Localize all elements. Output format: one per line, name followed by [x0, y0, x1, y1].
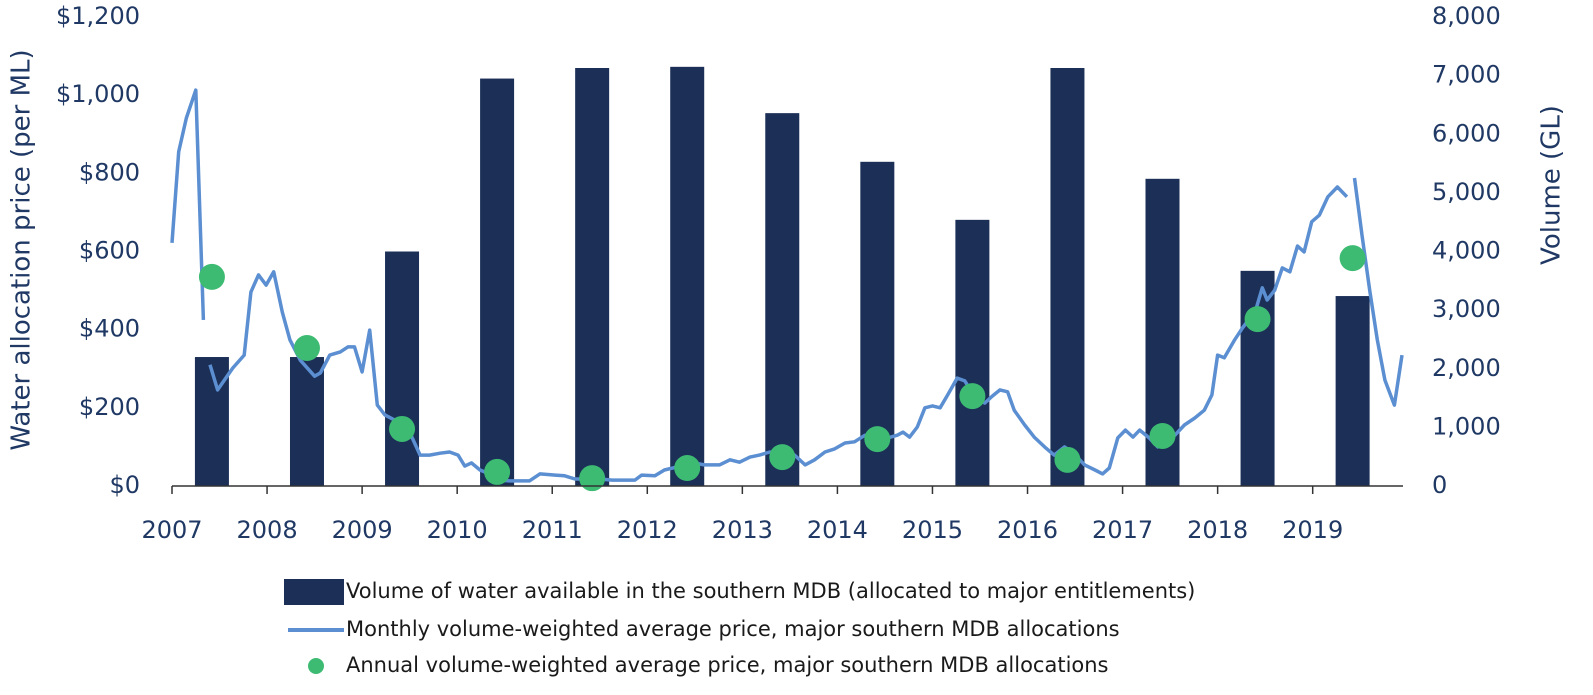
- legend-label: Volume of water available in the souther…: [346, 579, 1195, 603]
- x-tick-label: 2013: [712, 516, 773, 544]
- y2-tick-label: 5,000: [1432, 178, 1501, 206]
- y-tick-label: $1,200: [56, 2, 140, 30]
- price-line: [170, 88, 1404, 483]
- y-tick-label: $0: [109, 471, 140, 499]
- y2-tick-label: 0: [1432, 471, 1447, 499]
- x-tick-label: 2015: [902, 516, 963, 544]
- bar: [575, 68, 610, 486]
- annual-dot: [579, 465, 606, 492]
- legend-label: Monthly volume-weighted average price, m…: [346, 617, 1120, 641]
- x-tick-label: 2017: [1092, 516, 1153, 544]
- bar: [1050, 68, 1085, 486]
- bar: [194, 357, 229, 486]
- legend-label: Annual volume-weighted average price, ma…: [346, 653, 1109, 677]
- y2-tick-label: 3,000: [1432, 295, 1501, 323]
- x-tick-label: 2018: [1187, 516, 1248, 544]
- y2-axis-title: Volume (GL): [1537, 105, 1567, 265]
- bar: [670, 66, 705, 487]
- annual-dot: [1244, 306, 1271, 333]
- annual-dot: [1339, 245, 1366, 272]
- annual-dot: [389, 415, 416, 442]
- bar: [289, 357, 324, 486]
- x-tick-label: 2010: [427, 516, 488, 544]
- annual-dot: [864, 426, 891, 453]
- annual-dot: [769, 444, 796, 471]
- annual-dot: [1149, 422, 1176, 449]
- x-tick-label: 2014: [807, 516, 868, 544]
- annual-dot: [674, 455, 701, 482]
- y2-tick-label: 4,000: [1432, 237, 1501, 265]
- bar: [480, 78, 515, 487]
- x-tick-label: 2008: [237, 516, 298, 544]
- annual-dot: [959, 383, 986, 410]
- annual-dot: [293, 335, 320, 362]
- annual-dot: [1054, 446, 1081, 473]
- x-tick-label: 2011: [522, 516, 583, 544]
- y2-tick-label: 2,000: [1432, 354, 1501, 382]
- legend-swatch: [284, 579, 344, 605]
- annual-dot: [484, 458, 511, 485]
- y2-tick-label: 6,000: [1432, 119, 1501, 147]
- x-tick-label: 2007: [141, 516, 202, 544]
- y-tick-label: $400: [79, 315, 140, 343]
- y-tick-label: $600: [79, 237, 140, 265]
- y2-tick-label: 7,000: [1432, 61, 1501, 89]
- x-tick-label: 2009: [332, 516, 393, 544]
- x-tick-label: 2012: [617, 516, 678, 544]
- y-tick-label: $800: [79, 158, 140, 186]
- y-axis-title: Water allocation price (per ML): [7, 49, 37, 450]
- x-tick-label: 2016: [997, 516, 1058, 544]
- annual-dot: [198, 263, 225, 290]
- bar: [955, 219, 990, 486]
- bar: [385, 251, 420, 486]
- bar: [1335, 296, 1370, 486]
- bar: [765, 113, 800, 487]
- y-tick-label: $200: [79, 393, 140, 421]
- y2-tick-label: 8,000: [1432, 2, 1501, 30]
- legend-swatch: [308, 658, 324, 674]
- y2-tick-label: 1,000: [1432, 412, 1501, 440]
- x-tick-label: 2019: [1282, 516, 1343, 544]
- y-tick-label: $1,000: [56, 80, 140, 108]
